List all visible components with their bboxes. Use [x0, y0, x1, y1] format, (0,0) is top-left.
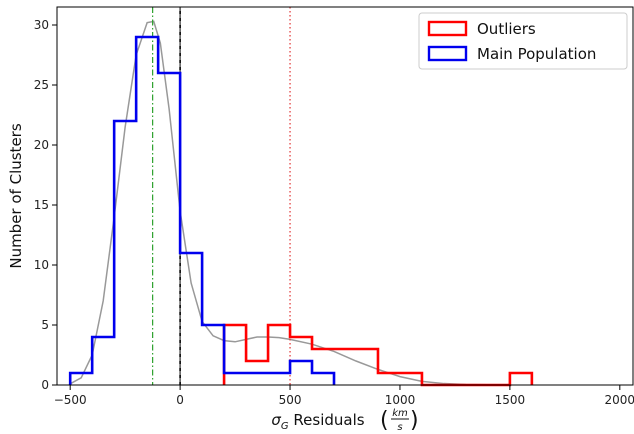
x-tick-label: 0 — [176, 393, 184, 407]
x-axis-label-text: Residuals — [289, 411, 365, 429]
y-tick-label: 5 — [41, 318, 49, 332]
y-tick-label: 15 — [34, 198, 49, 212]
x-axis-unit: ( km s ) — [380, 408, 419, 433]
legend-swatch-0 — [427, 20, 468, 37]
x-tick-label: 2000 — [605, 393, 634, 407]
histogram-series-1 — [68, 35, 336, 385]
legend-swatch-1 — [427, 45, 468, 62]
x-tick-label: 1000 — [385, 393, 416, 407]
x-axis-label-symbol: σ — [271, 411, 281, 429]
legend-label-1: Main Population — [477, 45, 596, 63]
plot-area — [56, 6, 634, 387]
x-tick-label: −500 — [54, 393, 87, 407]
y-axis-ticks: 0 5 10 15 20 25 30 — [34, 18, 57, 392]
x-axis-label: σG Residuals — [271, 411, 364, 432]
x-axis-ticks: −500 0 500 1000 1500 2000 — [54, 385, 634, 407]
y-tick-label: 30 — [34, 18, 49, 32]
x-tick-label: 1500 — [495, 393, 526, 407]
x-axis-label-subscript: G — [281, 421, 289, 432]
unit-numerator: km — [392, 408, 408, 419]
plot-frame — [56, 6, 634, 386]
legend: Outliers Main Population — [418, 12, 628, 70]
legend-items: Outliers Main Population — [427, 20, 596, 63]
unit-denominator: s — [397, 422, 402, 433]
legend-box — [418, 12, 628, 70]
y-tick-label: 0 — [41, 378, 49, 392]
legend-label-0: Outliers — [477, 20, 536, 38]
x-tick-label: 500 — [279, 393, 302, 407]
y-tick-label: 20 — [34, 138, 49, 152]
unit-left-paren: ( — [380, 408, 389, 433]
y-tick-label: 25 — [34, 78, 49, 92]
unit-right-paren: ) — [410, 408, 419, 433]
y-tick-label: 10 — [34, 258, 49, 272]
y-axis-label: Number of Clusters — [7, 123, 25, 268]
